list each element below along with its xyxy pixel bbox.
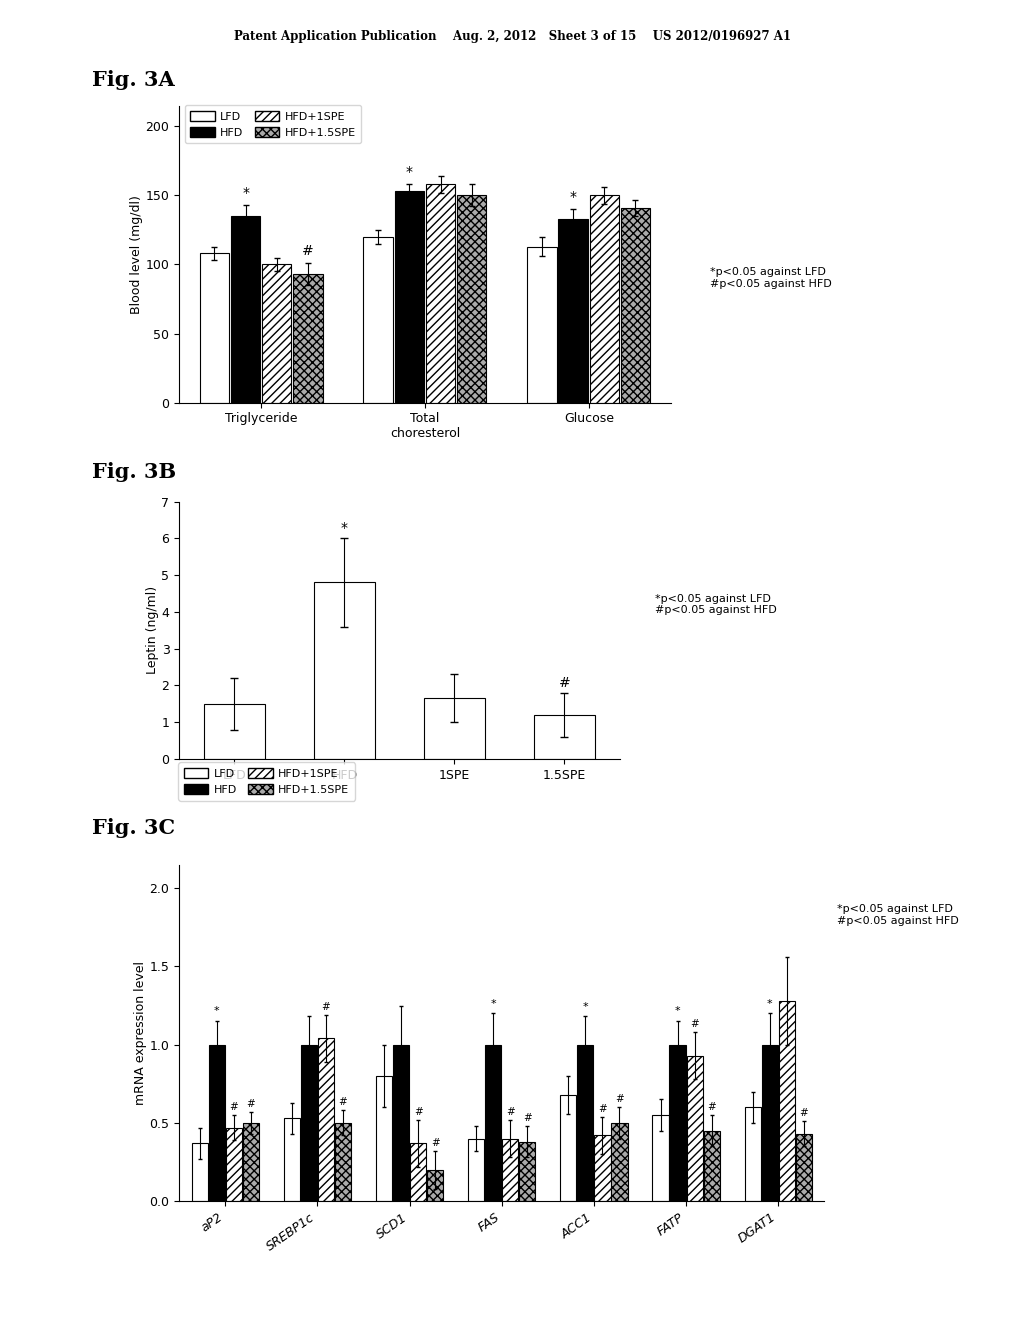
Text: *: * bbox=[406, 165, 413, 178]
Text: *p<0.05 against LFD
#p<0.05 against HFD: *p<0.05 against LFD #p<0.05 against HFD bbox=[654, 594, 776, 615]
Y-axis label: Leptin (ng/ml): Leptin (ng/ml) bbox=[145, 586, 159, 675]
Bar bbox=[468, 1139, 484, 1201]
Text: *: * bbox=[242, 186, 249, 199]
Text: #: # bbox=[708, 1102, 716, 1111]
Bar bbox=[778, 1001, 795, 1201]
Bar bbox=[590, 195, 620, 403]
Bar bbox=[394, 191, 424, 403]
Text: *: * bbox=[767, 999, 772, 1008]
Bar bbox=[527, 247, 557, 403]
Text: Fig. 3A: Fig. 3A bbox=[92, 70, 175, 90]
Text: Patent Application Publication    Aug. 2, 2012   Sheet 3 of 15    US 2012/019692: Patent Application Publication Aug. 2, 2… bbox=[233, 30, 791, 44]
Text: #: # bbox=[302, 244, 313, 257]
Text: #: # bbox=[690, 1019, 699, 1030]
Bar bbox=[284, 1118, 300, 1201]
Text: #: # bbox=[506, 1106, 515, 1117]
Bar bbox=[376, 1076, 392, 1201]
Text: #: # bbox=[339, 1097, 347, 1107]
Bar bbox=[670, 1044, 686, 1201]
Bar bbox=[558, 219, 588, 403]
Bar bbox=[426, 185, 456, 403]
Bar bbox=[427, 1170, 443, 1201]
Text: #: # bbox=[800, 1109, 808, 1118]
Text: #: # bbox=[523, 1113, 531, 1123]
Bar bbox=[703, 1131, 720, 1201]
Text: *p<0.05 against LFD
#p<0.05 against HFD: *p<0.05 against LFD #p<0.05 against HFD bbox=[838, 904, 958, 925]
Bar bbox=[191, 1143, 208, 1201]
Text: *: * bbox=[341, 521, 348, 536]
Bar bbox=[594, 1135, 610, 1201]
Text: #: # bbox=[431, 1138, 439, 1148]
Bar bbox=[485, 1044, 502, 1201]
Text: *: * bbox=[214, 1006, 219, 1016]
Bar bbox=[393, 1044, 410, 1201]
Bar bbox=[243, 1123, 259, 1201]
Bar bbox=[796, 1134, 812, 1201]
Bar bbox=[200, 253, 229, 403]
Bar bbox=[578, 1044, 594, 1201]
Bar bbox=[762, 1044, 778, 1201]
Legend: LFD, HFD, HFD+1SPE, HFD+1.5SPE: LFD, HFD, HFD+1SPE, HFD+1.5SPE bbox=[184, 106, 361, 144]
Bar bbox=[204, 704, 264, 759]
Text: #: # bbox=[322, 1002, 331, 1011]
Bar bbox=[225, 1127, 242, 1201]
Y-axis label: mRNA expression level: mRNA expression level bbox=[134, 961, 146, 1105]
Text: Fig. 3C: Fig. 3C bbox=[92, 818, 175, 838]
Bar bbox=[293, 275, 323, 403]
Text: *: * bbox=[675, 1006, 680, 1016]
Text: *: * bbox=[569, 190, 577, 203]
Bar bbox=[301, 1044, 317, 1201]
Text: Fig. 3B: Fig. 3B bbox=[92, 462, 176, 482]
Text: *: * bbox=[583, 1002, 588, 1011]
Bar bbox=[621, 207, 650, 403]
Bar bbox=[335, 1123, 351, 1201]
Text: *p<0.05 against LFD
#p<0.05 against HFD: *p<0.05 against LFD #p<0.05 against HFD bbox=[710, 267, 831, 289]
Text: #: # bbox=[615, 1094, 624, 1104]
Bar bbox=[744, 1107, 761, 1201]
Bar bbox=[424, 698, 484, 759]
Bar bbox=[535, 715, 595, 759]
Bar bbox=[209, 1044, 225, 1201]
Text: #: # bbox=[229, 1102, 239, 1111]
Text: #: # bbox=[598, 1104, 607, 1114]
Bar bbox=[686, 1056, 702, 1201]
Bar bbox=[262, 264, 292, 403]
Text: #: # bbox=[247, 1098, 255, 1109]
Bar bbox=[230, 216, 260, 403]
Bar bbox=[652, 1115, 669, 1201]
Bar bbox=[457, 195, 486, 403]
Bar bbox=[611, 1123, 628, 1201]
Bar bbox=[410, 1143, 426, 1201]
Bar bbox=[502, 1139, 518, 1201]
Text: *: * bbox=[490, 999, 496, 1008]
Text: #: # bbox=[414, 1106, 423, 1117]
Y-axis label: Blood level (mg/dl): Blood level (mg/dl) bbox=[130, 194, 142, 314]
Bar bbox=[364, 236, 393, 403]
Bar bbox=[317, 1039, 334, 1201]
Bar bbox=[314, 582, 375, 759]
Bar bbox=[560, 1094, 577, 1201]
Bar bbox=[519, 1142, 536, 1201]
Legend: LFD, HFD, HFD+1SPE, HFD+1.5SPE: LFD, HFD, HFD+1SPE, HFD+1.5SPE bbox=[178, 763, 355, 801]
Text: #: # bbox=[559, 676, 570, 690]
